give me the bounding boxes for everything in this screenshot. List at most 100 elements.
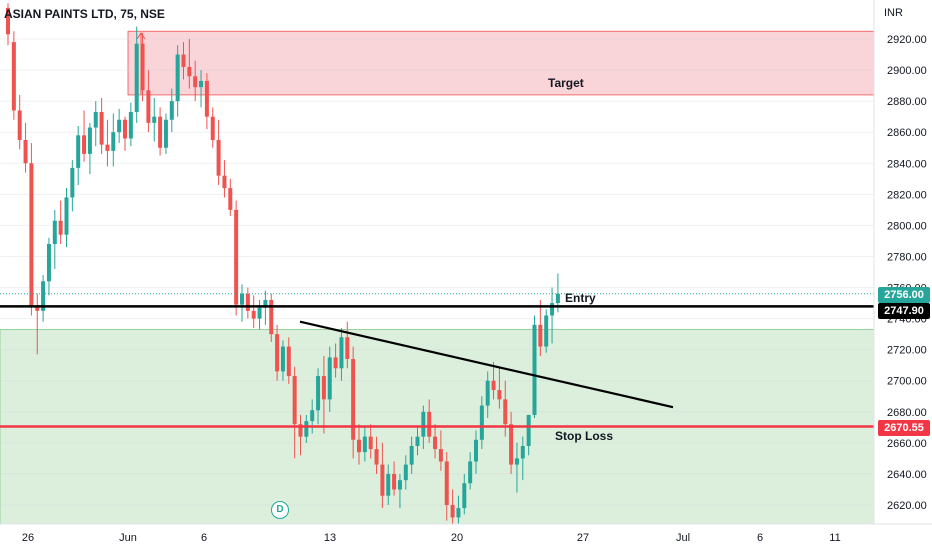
candle [491,362,496,400]
candle [128,102,133,147]
candle-body [386,473,391,496]
y-tick-label: 2860.00 [887,127,927,139]
y-tick-label: 2780.00 [887,251,927,263]
target-label: Target [548,76,584,90]
candle [35,293,40,355]
candle-body [58,220,63,235]
candle [11,31,16,120]
candle [169,88,174,133]
candle-body [497,390,502,400]
candle-body [163,119,168,148]
candle [520,436,525,481]
candle-body [474,439,478,462]
y-tick-label: 2640.00 [887,469,927,481]
candle [175,45,180,117]
y-tick-label: 2680.00 [887,407,927,419]
candle-body [509,424,514,465]
stop-price-tag: 2670.55 [878,420,930,436]
candle-body [275,334,280,372]
candle-body [292,376,297,425]
candle-body [415,436,420,446]
candle-body [257,307,262,319]
candle [41,275,46,322]
candle-body [380,464,385,496]
candle [158,107,163,156]
candle-body [433,436,438,450]
x-tick-label: 11 [829,532,840,544]
candle-body [409,445,414,465]
candle [6,3,10,46]
candle-body [550,303,555,316]
candle [351,346,356,459]
candle [298,414,303,456]
candle-body [374,449,379,465]
candle [438,430,443,471]
candle-body [181,54,186,67]
candle [234,200,239,316]
candle-body [87,127,92,154]
y-tick-label: 2920.00 [887,34,927,46]
x-tick-label: Jul [676,532,690,544]
candle [222,160,227,198]
candle-body [339,337,344,369]
candle-body [158,116,163,148]
candle [210,107,215,148]
candle [386,464,391,505]
target-zone [127,30,875,96]
x-tick-label: 26 [22,532,34,544]
candle-body [351,358,356,440]
candle [514,442,519,493]
candle-body [193,76,198,88]
candle [362,427,367,462]
candle-body [82,135,87,154]
candle [199,70,204,108]
x-tick-label: 13 [324,532,336,544]
candle-body [64,197,69,235]
candle [415,427,420,456]
candle-body [544,315,549,347]
candle-body [93,112,98,128]
dividend-marker[interactable]: D [271,501,289,519]
candle [17,94,22,150]
y-tick-label: 2660.00 [887,438,927,450]
candle-body [468,461,473,484]
candle-body [304,421,309,437]
y-tick-label: 2720.00 [887,345,927,357]
candle [140,32,145,102]
candle-body [187,66,192,77]
candle-body [362,436,367,453]
candle-body [298,424,303,437]
candle [286,337,291,384]
candle-body [70,167,75,198]
candle [269,293,274,342]
candle [509,411,514,474]
candle [87,122,92,175]
x-tick-label: 20 [451,532,463,544]
candle [64,188,69,248]
candle [163,113,168,154]
candle-body [520,445,525,459]
candle-body [403,464,408,481]
candle-body [316,376,321,411]
candle [310,399,315,434]
candle-body [514,458,519,465]
candle-body [240,293,244,305]
candle-body [128,112,133,139]
candle [117,108,122,144]
candle [403,455,408,490]
entry-label: Entry [565,291,596,305]
candle-body [286,346,291,377]
candle [468,452,473,490]
candle-body [169,101,174,120]
candle [357,424,361,465]
candle-body [392,473,397,490]
candle-body [134,43,139,113]
candle-body [152,116,157,123]
candle [339,327,344,381]
candle [374,436,379,474]
candle [544,309,549,353]
candle [93,101,98,147]
candle [538,299,543,356]
